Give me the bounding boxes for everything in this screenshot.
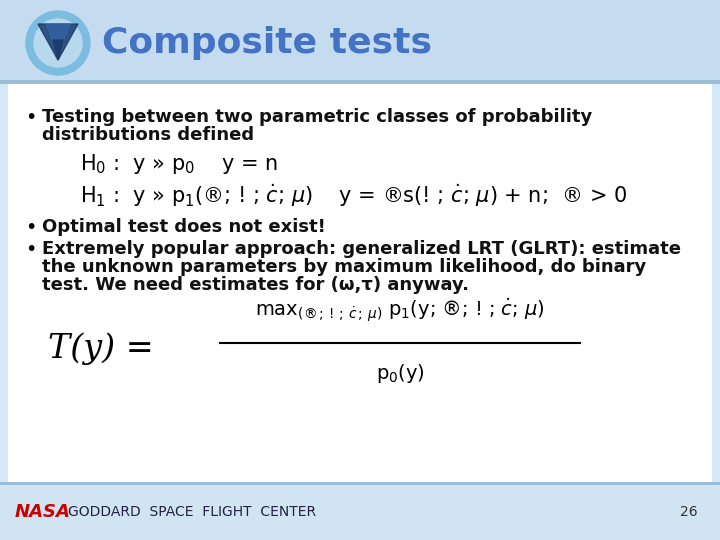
Text: Testing between two parametric classes of probability: Testing between two parametric classes o… xyxy=(42,108,593,126)
FancyBboxPatch shape xyxy=(0,483,720,540)
Text: H$_1$ :  y » p$_1$($\circledR$; ! ; $\dot{c}$; $\mu$)    y = $\circledR$s(! ; $\: H$_1$ : y » p$_1$($\circledR$; ! ; $\dot… xyxy=(80,182,627,209)
Text: Extremely popular approach: generalized LRT (GLRT): estimate: Extremely popular approach: generalized … xyxy=(42,240,681,258)
Text: •: • xyxy=(25,218,37,237)
Circle shape xyxy=(26,11,90,75)
FancyBboxPatch shape xyxy=(0,482,720,485)
Text: Composite tests: Composite tests xyxy=(102,26,432,60)
Text: GODDARD  SPACE  FLIGHT  CENTER: GODDARD SPACE FLIGHT CENTER xyxy=(68,505,316,519)
Text: max$_{(\circledR\,;\,!\,;\,\dot{c}\,;\,\mu)}$ p$_1$(y; $\circledR$; ! ; $\dot{c}: max$_{(\circledR\,;\,!\,;\,\dot{c}\,;\,\… xyxy=(255,297,545,325)
Text: Optimal test does not exist!: Optimal test does not exist! xyxy=(42,218,325,236)
Polygon shape xyxy=(38,24,78,60)
Polygon shape xyxy=(46,24,70,54)
FancyBboxPatch shape xyxy=(0,80,720,84)
Text: H$_0$ :  y » p$_0$    y = n: H$_0$ : y » p$_0$ y = n xyxy=(80,152,277,176)
Circle shape xyxy=(34,19,82,67)
Text: test. We need estimates for (ω,τ) anyway.: test. We need estimates for (ω,τ) anyway… xyxy=(42,276,469,294)
Text: NASA: NASA xyxy=(15,503,71,521)
Text: T(y) =: T(y) = xyxy=(48,332,154,365)
Text: •: • xyxy=(25,240,37,259)
Text: distributions defined: distributions defined xyxy=(42,126,254,144)
Text: p$_0$(y): p$_0$(y) xyxy=(376,362,425,385)
FancyBboxPatch shape xyxy=(8,82,712,482)
Text: the unknown parameters by maximum likelihood, do binary: the unknown parameters by maximum likeli… xyxy=(42,258,647,276)
Polygon shape xyxy=(53,40,63,60)
Text: 26: 26 xyxy=(680,505,698,519)
FancyBboxPatch shape xyxy=(0,0,720,82)
Text: •: • xyxy=(25,108,37,127)
